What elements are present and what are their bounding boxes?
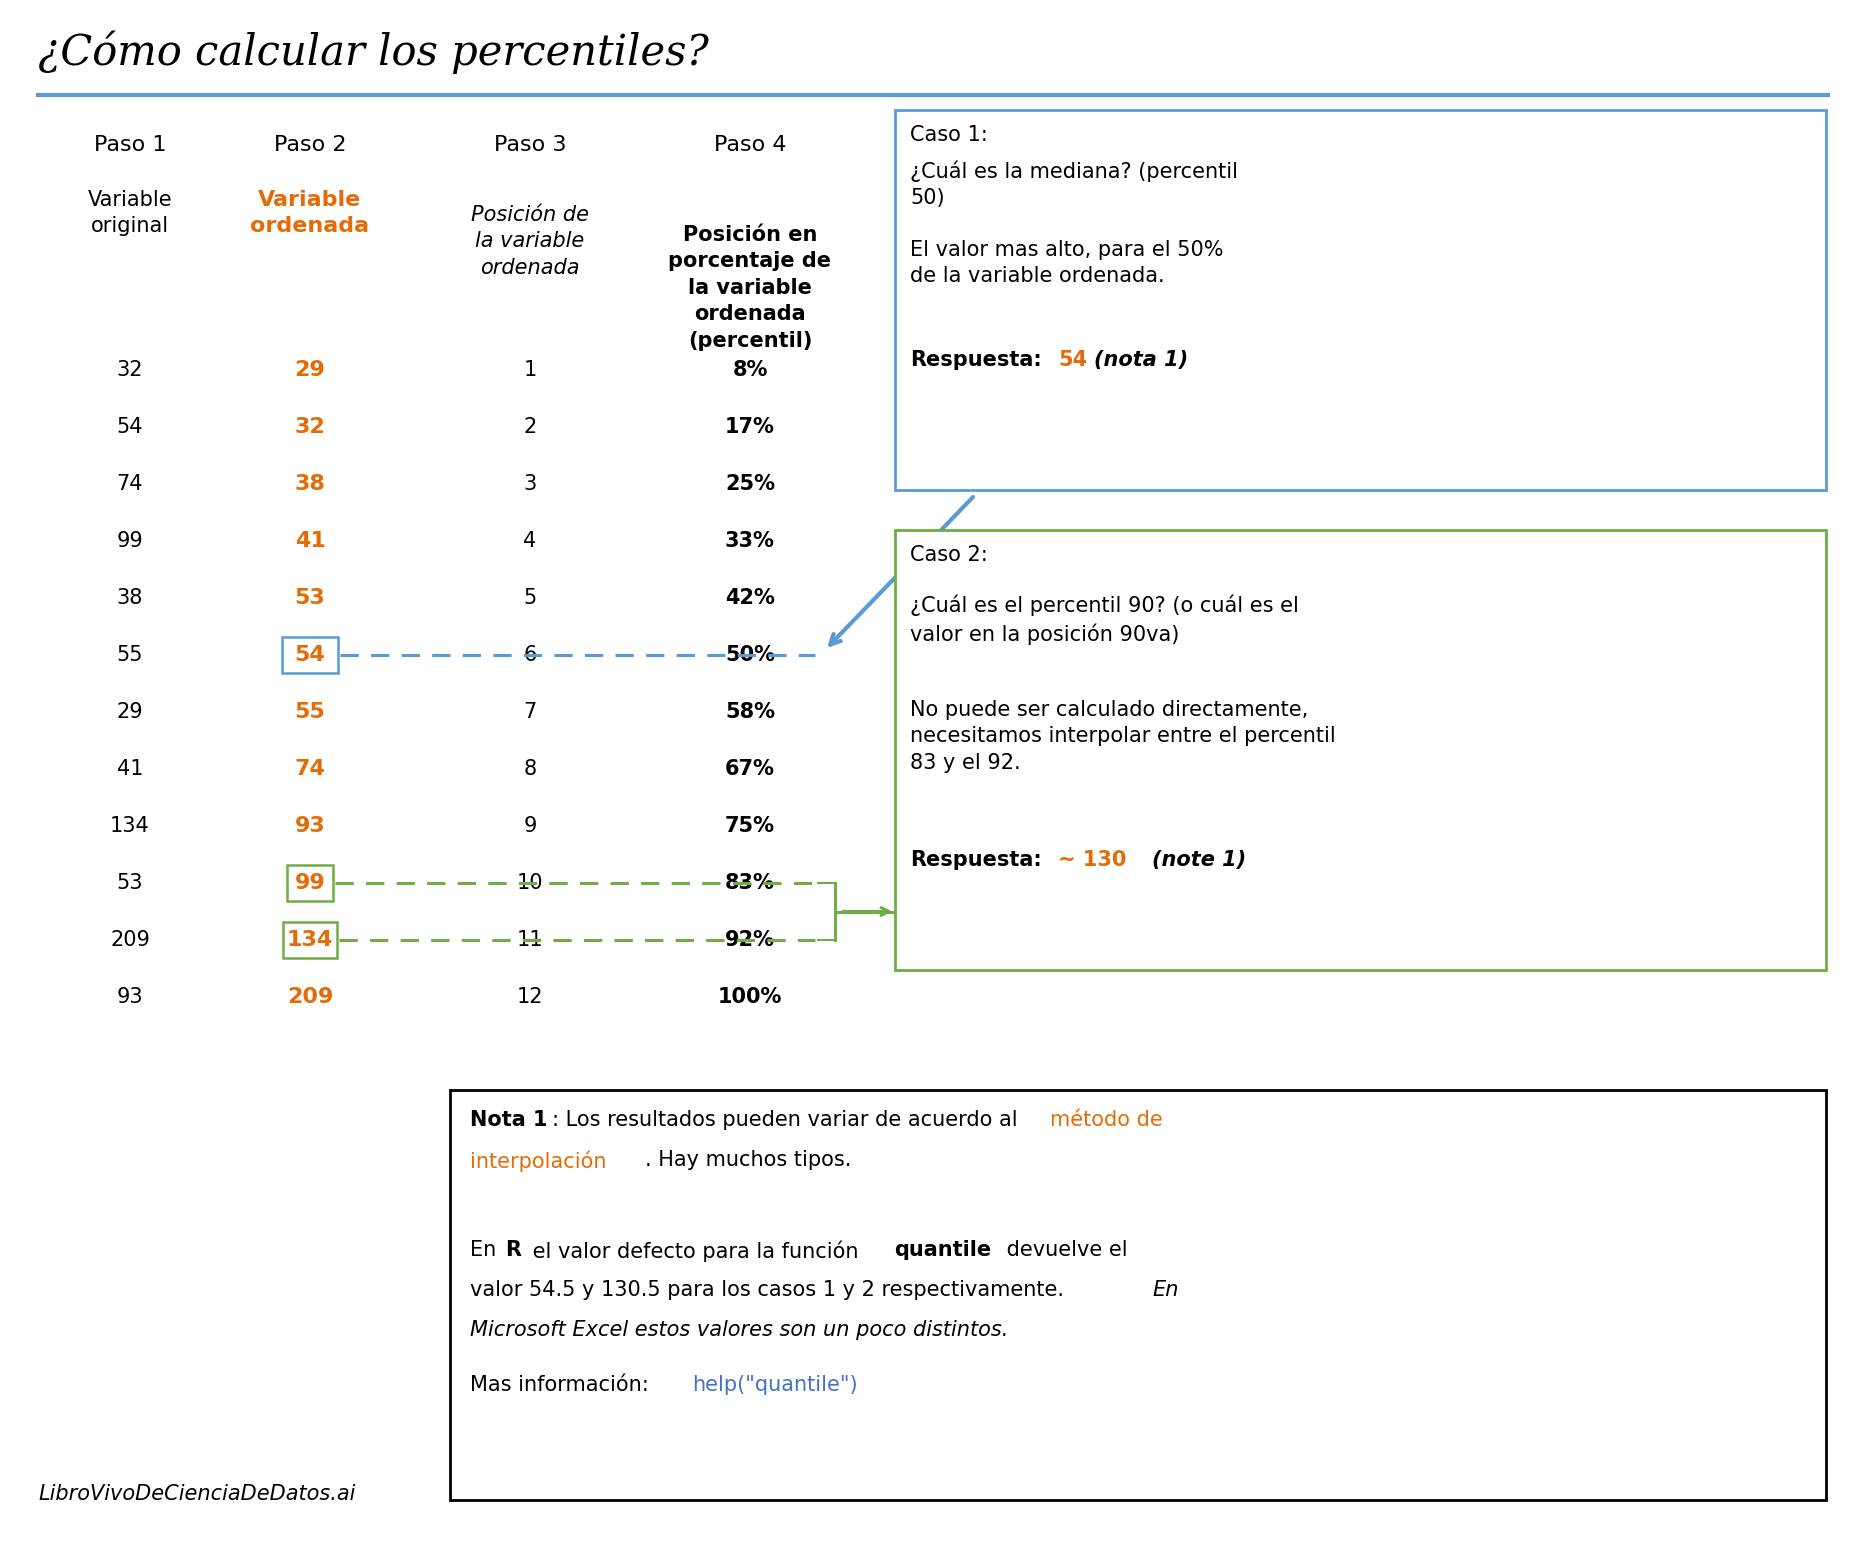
Text: 8: 8 <box>524 759 537 779</box>
Text: 74: 74 <box>295 759 325 779</box>
Text: 93: 93 <box>295 816 325 836</box>
Text: 32: 32 <box>118 359 144 379</box>
Text: 53: 53 <box>295 588 325 608</box>
Text: 55: 55 <box>295 702 325 722</box>
Text: Paso 1: Paso 1 <box>93 136 166 156</box>
FancyBboxPatch shape <box>287 865 332 901</box>
Text: Caso 1:: Caso 1: <box>911 125 987 145</box>
Text: Variable
ordenada: Variable ordenada <box>250 190 369 236</box>
Text: R: R <box>506 1240 521 1260</box>
Text: 67%: 67% <box>726 759 774 779</box>
Text: 53: 53 <box>118 873 144 893</box>
Text: 54: 54 <box>1058 350 1088 370</box>
Text: ¿Cuál es el percentil 90? (o cuál es el
valor en la posición 90va): ¿Cuál es el percentil 90? (o cuál es el … <box>911 595 1299 645</box>
Text: devuelve el: devuelve el <box>1000 1240 1127 1260</box>
Text: 99: 99 <box>116 530 144 550</box>
Text: 209: 209 <box>110 930 149 950</box>
Text: . Hay muchos tipos.: . Hay muchos tipos. <box>646 1150 851 1170</box>
Text: 38: 38 <box>118 588 144 608</box>
Text: 6: 6 <box>522 645 537 665</box>
Text: 93: 93 <box>118 987 144 1007</box>
Text: 12: 12 <box>517 987 543 1007</box>
Text: 134: 134 <box>110 816 149 836</box>
Text: ¿Cómo calcular los percentiles?: ¿Cómo calcular los percentiles? <box>37 29 709 74</box>
Text: 54: 54 <box>295 645 325 665</box>
Text: 32: 32 <box>295 416 325 436</box>
Text: 54: 54 <box>118 416 144 436</box>
FancyBboxPatch shape <box>282 637 338 672</box>
Text: 3: 3 <box>522 473 537 493</box>
FancyBboxPatch shape <box>896 530 1827 970</box>
Text: 134: 134 <box>287 930 334 950</box>
Text: En: En <box>1151 1280 1179 1300</box>
Text: : Los resultados pueden variar de acuerdo al: : Los resultados pueden variar de acuerd… <box>552 1110 1024 1130</box>
Text: 100%: 100% <box>718 987 782 1007</box>
Text: El valor mas alto, para el 50%
de la variable ordenada.: El valor mas alto, para el 50% de la var… <box>911 241 1224 287</box>
FancyBboxPatch shape <box>450 1090 1827 1500</box>
Text: 25%: 25% <box>726 473 774 493</box>
Text: 10: 10 <box>517 873 543 893</box>
Text: ¿Cuál es la mediana? (percentil
50): ¿Cuál es la mediana? (percentil 50) <box>911 160 1237 208</box>
Text: 29: 29 <box>295 359 325 379</box>
Text: 29: 29 <box>118 702 144 722</box>
Text: 5: 5 <box>522 588 537 608</box>
Text: método de: método de <box>1051 1110 1163 1130</box>
Text: valor 54.5 y 130.5 para los casos 1 y 2 respectivamente.: valor 54.5 y 130.5 para los casos 1 y 2 … <box>470 1280 1071 1300</box>
Text: 74: 74 <box>118 473 144 493</box>
Text: 33%: 33% <box>726 530 774 550</box>
Text: interpolación: interpolación <box>470 1150 606 1172</box>
Text: Nota 1: Nota 1 <box>470 1110 547 1130</box>
Text: 55: 55 <box>118 645 144 665</box>
Text: quantile: quantile <box>894 1240 991 1260</box>
Text: Respuesta:: Respuesta: <box>911 350 1041 370</box>
FancyBboxPatch shape <box>284 922 338 958</box>
Text: Microsoft Excel estos valores son un poco distintos.: Microsoft Excel estos valores son un poc… <box>470 1320 1008 1340</box>
Text: 209: 209 <box>287 987 334 1007</box>
Text: (nota 1): (nota 1) <box>1093 350 1189 370</box>
Text: 2: 2 <box>522 416 537 436</box>
Text: Mas información:: Mas información: <box>470 1375 655 1396</box>
Text: 17%: 17% <box>726 416 774 436</box>
Text: Paso 2: Paso 2 <box>274 136 347 156</box>
Text: 8%: 8% <box>731 359 767 379</box>
Text: 4: 4 <box>522 530 537 550</box>
Text: En: En <box>470 1240 502 1260</box>
Text: ~ 130: ~ 130 <box>1058 850 1127 870</box>
Text: (note 1): (note 1) <box>1151 850 1246 870</box>
Text: Posición en
porcentaje de
la variable
ordenada
(percentil): Posición en porcentaje de la variable or… <box>668 225 832 350</box>
Text: 54: 54 <box>295 645 325 665</box>
Text: 50%: 50% <box>726 645 774 665</box>
Text: 99: 99 <box>295 873 325 893</box>
Text: 9: 9 <box>522 816 537 836</box>
Text: 92%: 92% <box>726 930 774 950</box>
Text: Respuesta:: Respuesta: <box>911 850 1041 870</box>
Text: 7: 7 <box>522 702 537 722</box>
Text: el valor defecto para la función: el valor defecto para la función <box>526 1240 866 1261</box>
FancyBboxPatch shape <box>896 109 1827 490</box>
Text: 38: 38 <box>295 473 325 493</box>
Text: Paso 4: Paso 4 <box>715 136 786 156</box>
Text: 83%: 83% <box>726 873 774 893</box>
Text: help("quantile"): help("quantile") <box>692 1375 858 1396</box>
Text: 42%: 42% <box>726 588 774 608</box>
Text: 1: 1 <box>522 359 537 379</box>
Text: No puede ser calculado directamente,
necesitamos interpolar entre el percentil
8: No puede ser calculado directamente, nec… <box>911 700 1336 773</box>
Text: 11: 11 <box>517 930 543 950</box>
Text: 58%: 58% <box>726 702 774 722</box>
Text: 75%: 75% <box>726 816 774 836</box>
Text: Posición de
la variable
ordenada: Posición de la variable ordenada <box>470 205 590 278</box>
Text: Paso 3: Paso 3 <box>494 136 565 156</box>
Text: 41: 41 <box>118 759 144 779</box>
Text: 99: 99 <box>295 873 325 893</box>
Text: 41: 41 <box>295 530 325 550</box>
Text: Caso 2:: Caso 2: <box>911 544 987 564</box>
Text: 134: 134 <box>287 930 334 950</box>
Text: Variable
original: Variable original <box>88 190 172 236</box>
Text: LibroVivoDeCienciaDeDatos.ai: LibroVivoDeCienciaDeDatos.ai <box>37 1483 355 1503</box>
